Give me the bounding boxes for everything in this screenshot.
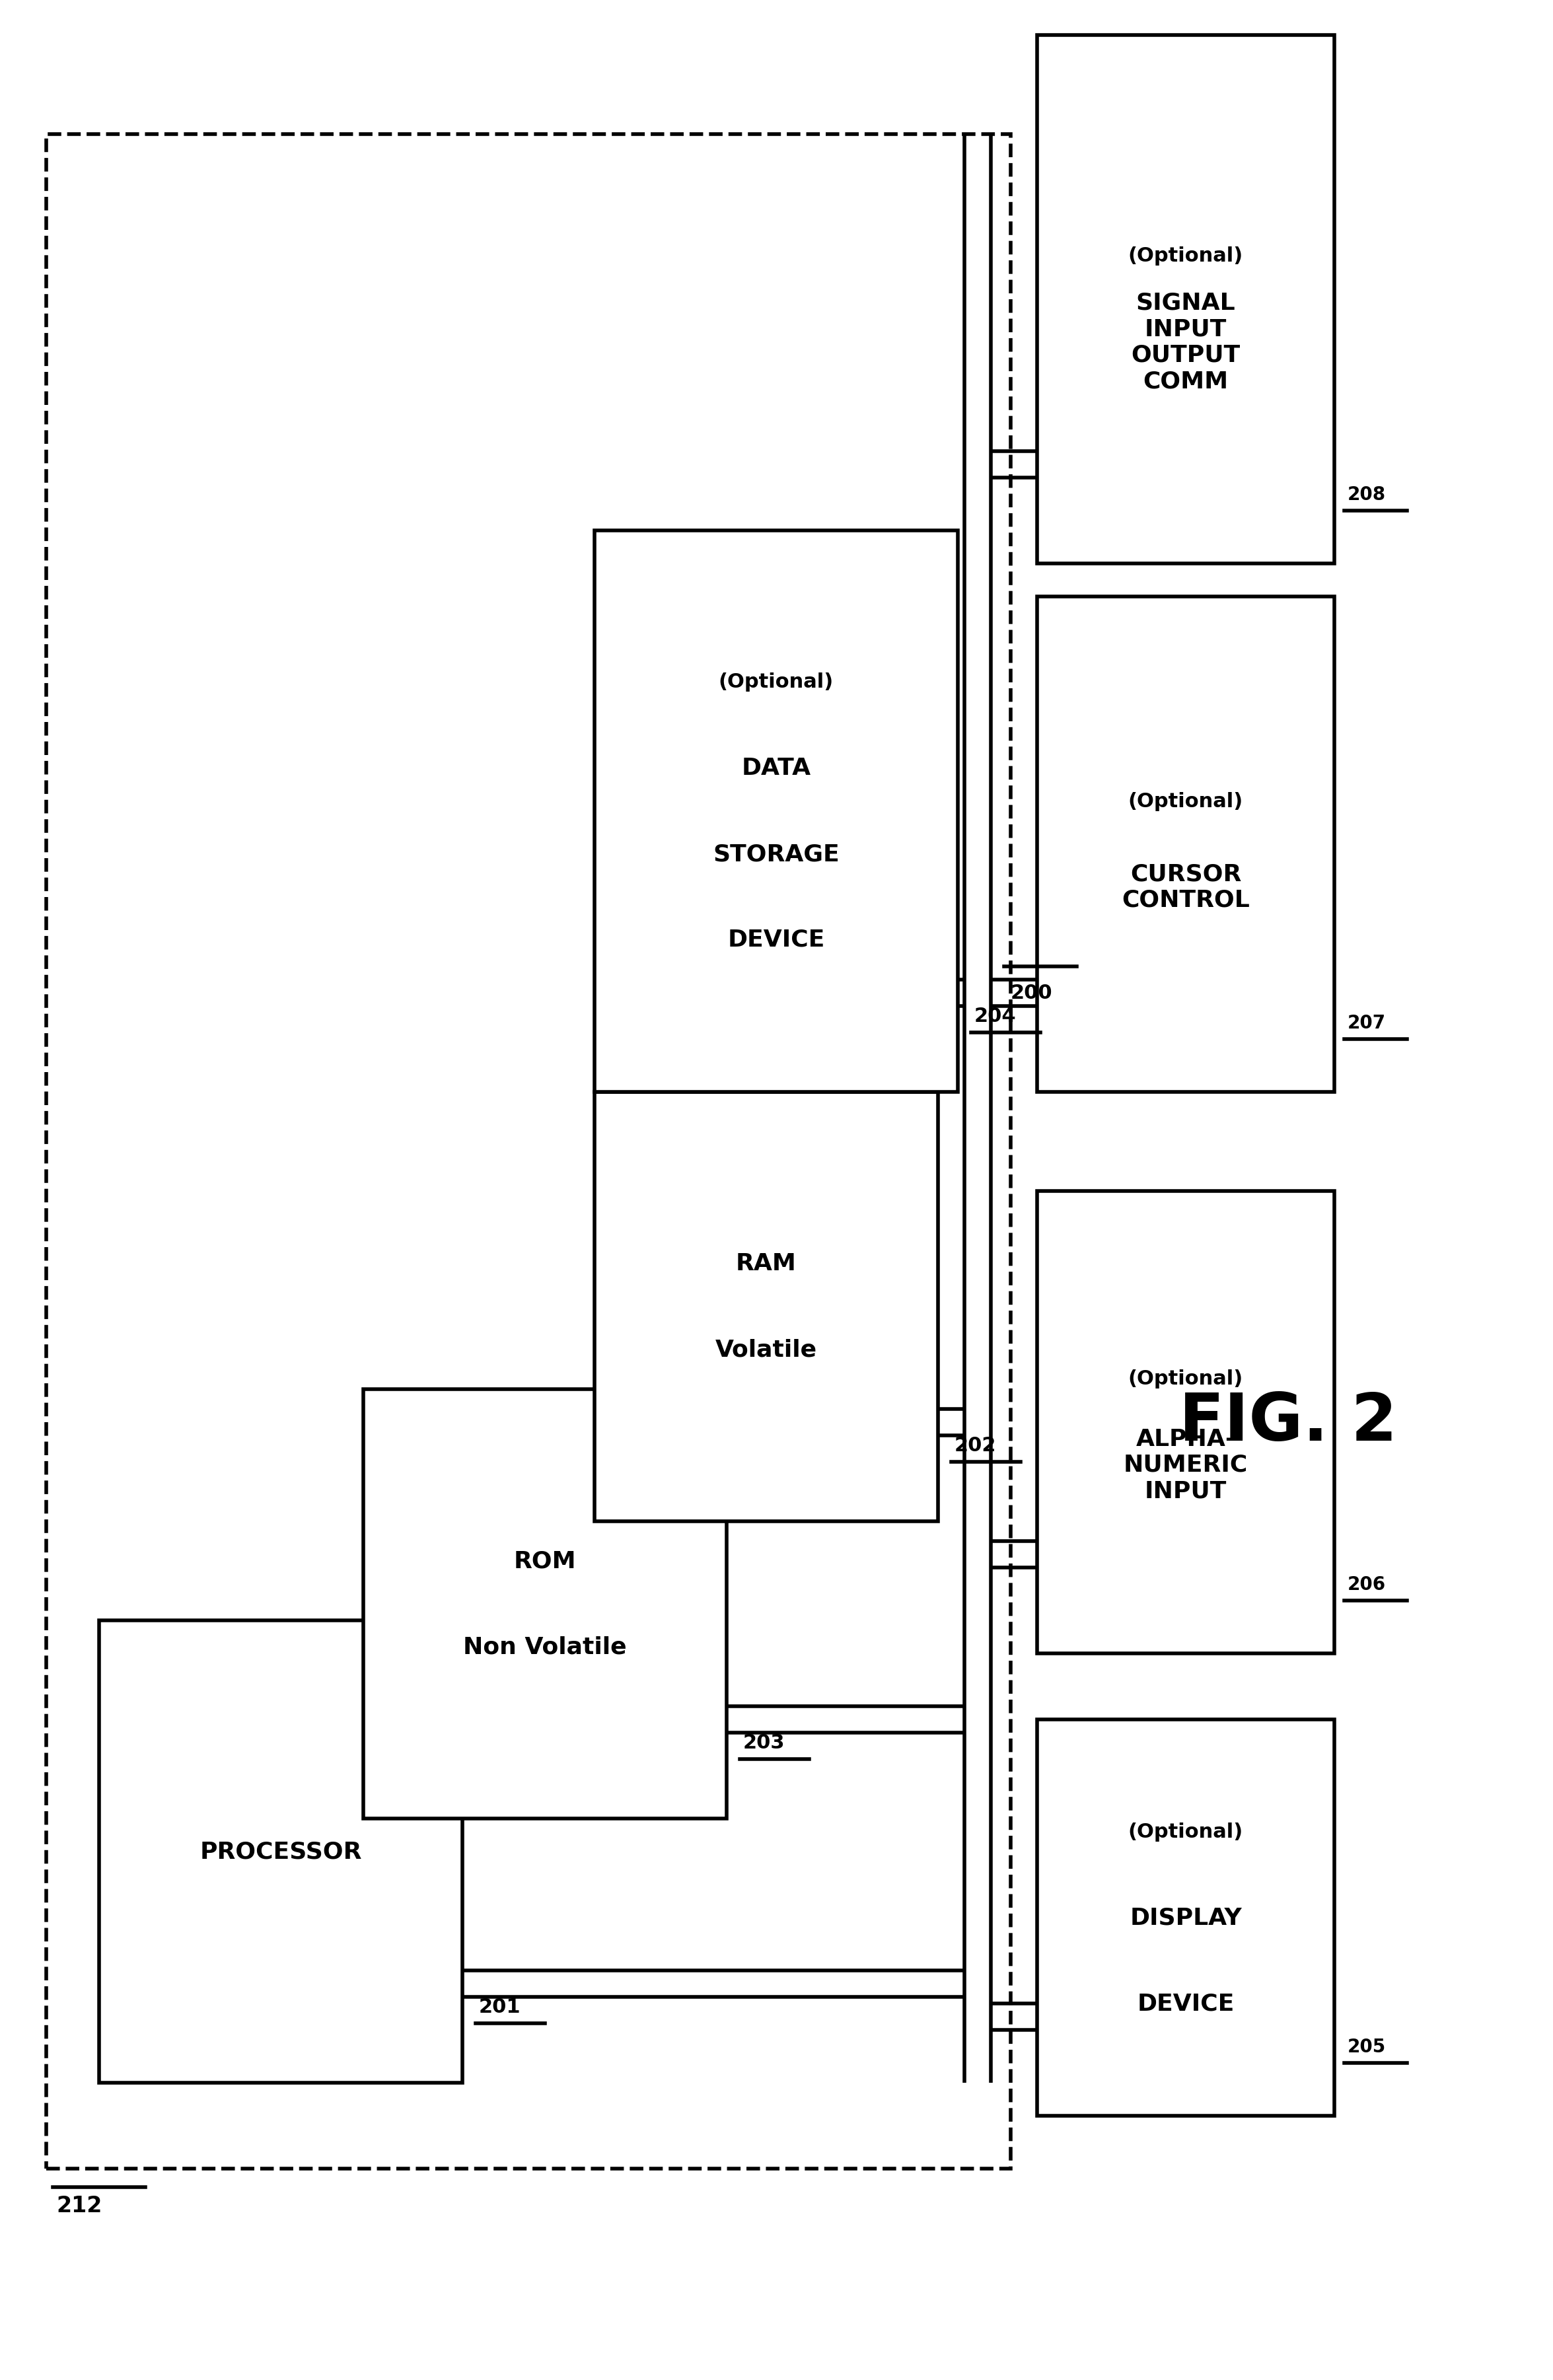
Text: ROM: ROM <box>514 1549 576 1573</box>
Text: DISPLAY: DISPLAY <box>1129 1906 1242 1928</box>
Text: (Optional): (Optional) <box>1127 1368 1244 1390</box>
Bar <box>47 133 1011 2168</box>
Text: PROCESSOR: PROCESSOR <box>200 1840 362 1864</box>
Bar <box>595 1092 938 1521</box>
Text: 204: 204 <box>974 1007 1016 1026</box>
Text: 212: 212 <box>56 2194 102 2216</box>
Bar <box>1037 1190 1334 1654</box>
Bar <box>1037 597 1334 1092</box>
Text: DEVICE: DEVICE <box>727 928 825 952</box>
Text: SIGNAL
INPUT
OUTPUT
COMM: SIGNAL INPUT OUTPUT COMM <box>1131 293 1241 393</box>
Bar <box>1037 1718 1334 2116</box>
Text: CURSOR
CONTROL: CURSOR CONTROL <box>1121 864 1250 912</box>
Text: 208: 208 <box>1348 486 1385 505</box>
Text: 201: 201 <box>478 1997 520 2016</box>
Text: ALPHA-
NUMERIC
INPUT: ALPHA- NUMERIC INPUT <box>1123 1428 1249 1502</box>
Text: 200: 200 <box>1011 983 1053 1002</box>
Text: 202: 202 <box>955 1435 997 1454</box>
Bar <box>1037 36 1334 564</box>
Text: (Optional): (Optional) <box>1127 248 1244 267</box>
Text: Non Volatile: Non Volatile <box>463 1635 627 1659</box>
Text: STORAGE: STORAGE <box>713 843 840 866</box>
Text: 207: 207 <box>1348 1014 1385 1033</box>
Text: DATA: DATA <box>741 757 811 781</box>
Text: DEVICE: DEVICE <box>1137 1992 1235 2016</box>
Text: FIG. 2: FIG. 2 <box>1179 1390 1398 1454</box>
Text: Volatile: Volatile <box>716 1338 817 1361</box>
Bar <box>363 1390 727 1818</box>
Text: 205: 205 <box>1348 2037 1385 2056</box>
Text: 203: 203 <box>744 1733 786 1752</box>
Bar <box>595 531 958 1092</box>
Bar <box>99 1621 463 2082</box>
Text: (Optional): (Optional) <box>1127 793 1244 812</box>
Text: (Optional): (Optional) <box>719 674 834 693</box>
Text: RAM: RAM <box>736 1252 797 1276</box>
Text: (Optional): (Optional) <box>1127 1823 1244 1842</box>
Text: 206: 206 <box>1348 1576 1385 1595</box>
